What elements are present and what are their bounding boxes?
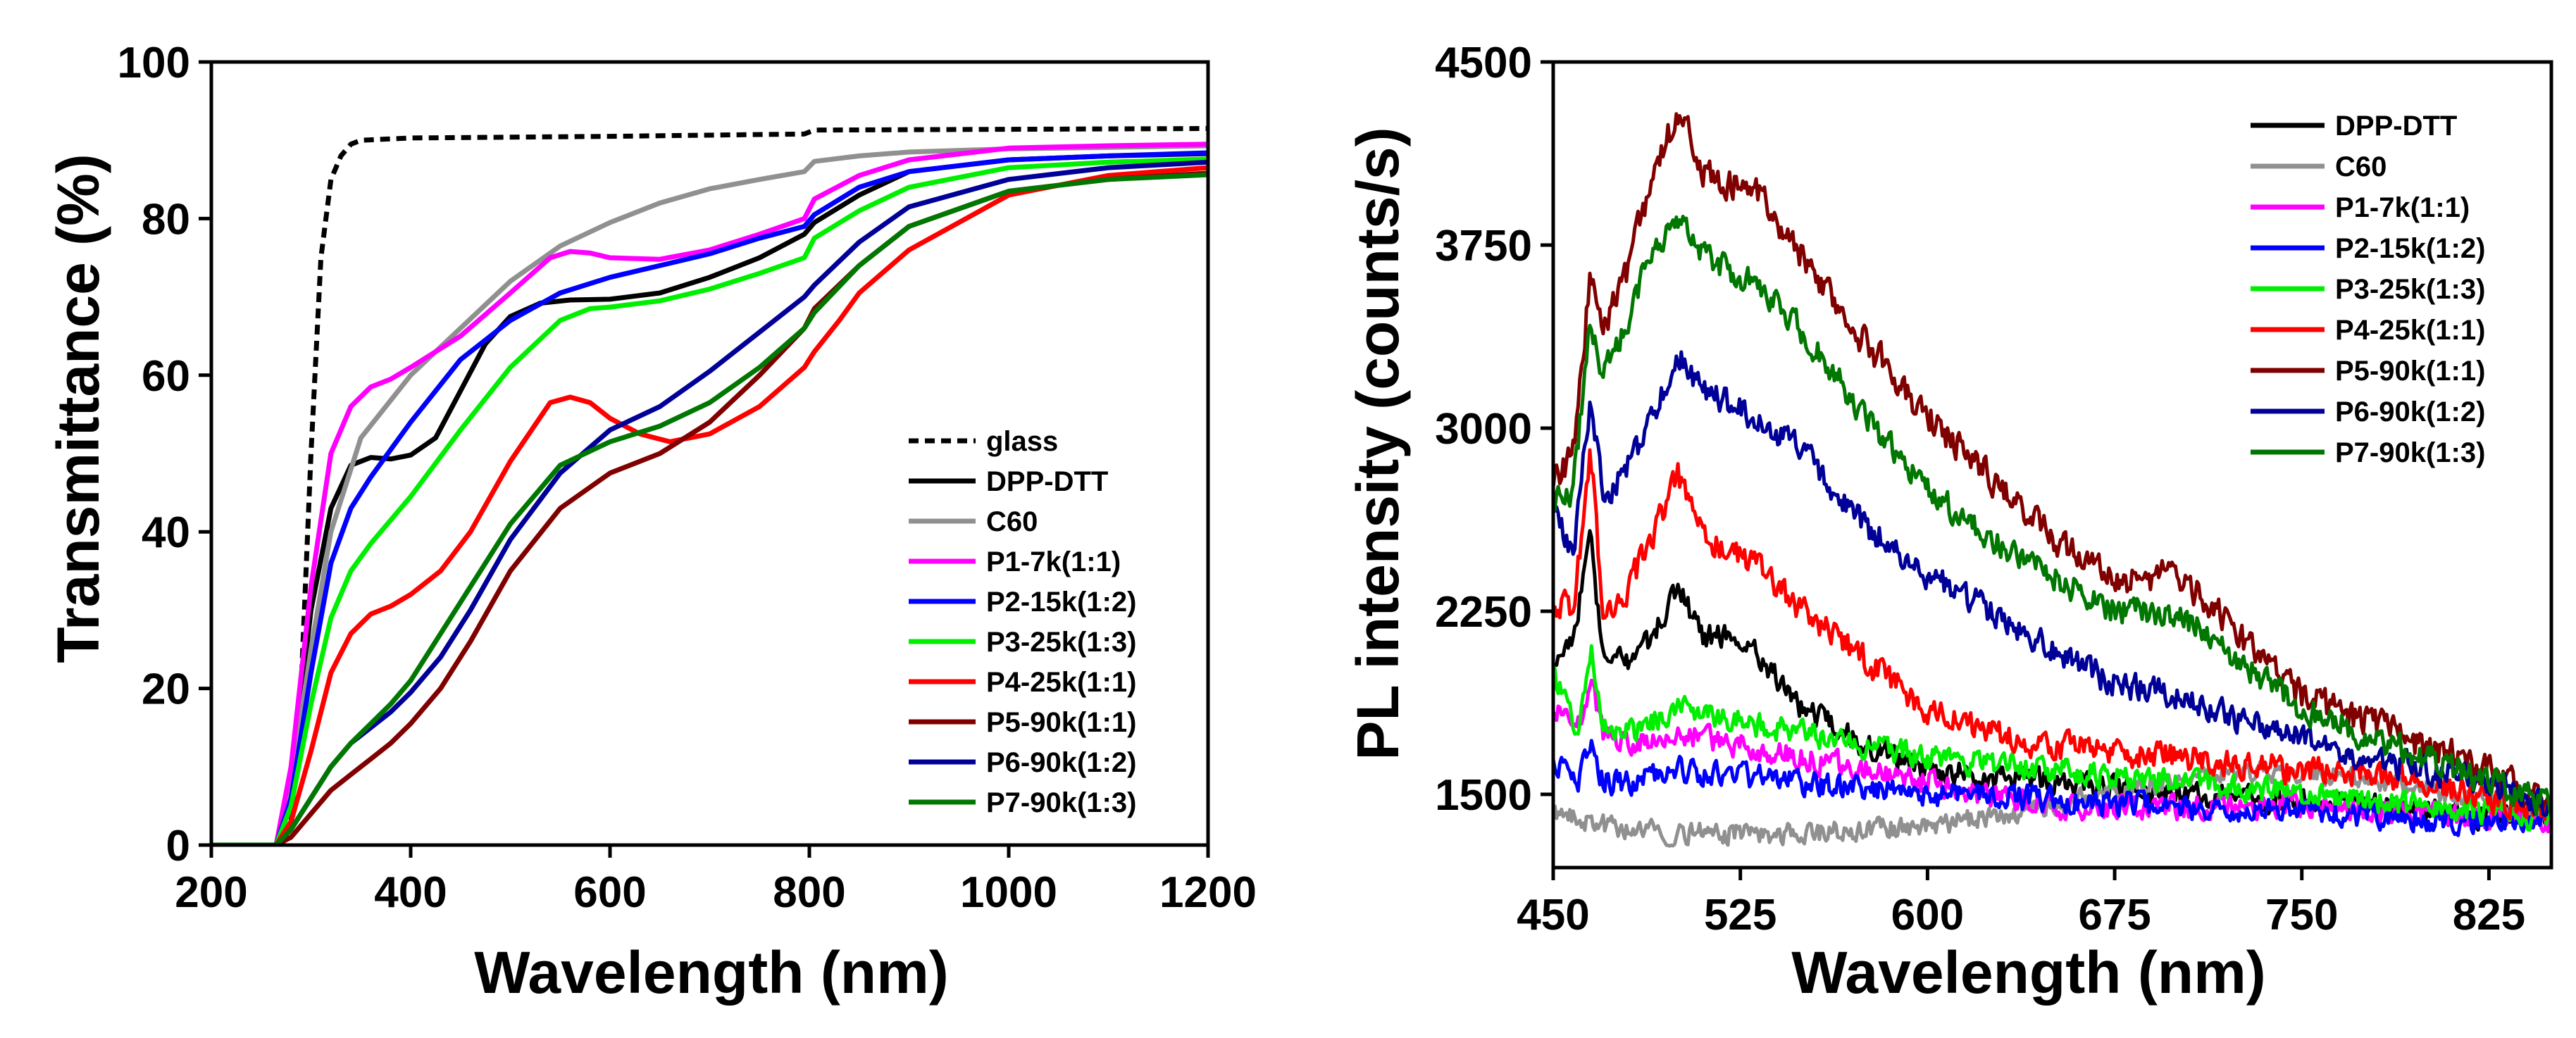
left-y-tick-label: 20 (142, 665, 190, 714)
left-legend-label: P5-90k(1:1) (986, 707, 1136, 738)
right-legend-label: P1-7k(1:1) (2335, 192, 2470, 223)
right-x-tick-label: 600 (1891, 891, 1964, 939)
right-plot-frame (1551, 60, 2553, 870)
left-legend-label: C60 (986, 506, 1038, 537)
right-x-axis-title: Wavelength (nm) (1791, 939, 2266, 1006)
left-series-line-7 (211, 165, 1208, 845)
right-x-tick-label: 825 (2453, 891, 2525, 939)
left-series-line-3 (211, 143, 1208, 845)
left-series-line-2 (211, 151, 1208, 845)
right-y-tick-label: 2250 (1435, 588, 1532, 637)
left-series-line-9 (211, 159, 1208, 845)
left-legend-label: glass (986, 426, 1058, 457)
left-x-tick-label: 600 (573, 868, 646, 917)
left-legend-label: DPP-DTT (986, 466, 1108, 497)
left-series-line-10 (211, 172, 1208, 845)
left-series-line-5 (211, 150, 1208, 845)
right-y-tick-label: 4500 (1435, 39, 1532, 87)
right-legend-label: P3-25k(1:3) (2335, 274, 2485, 305)
left-x-tick-label: 1000 (960, 868, 1057, 917)
right-series-line-8 (1553, 350, 2551, 818)
right-y-tick-label: 3750 (1435, 222, 1532, 270)
right-series-line-4 (1553, 739, 2551, 837)
left-legend-label: P2-15k(1:2) (986, 587, 1136, 618)
right-x-tick-label: 675 (2078, 891, 2151, 939)
left-y-tick-label: 80 (142, 195, 190, 244)
left-series-line-6 (211, 156, 1208, 845)
left-legend-label: P6-90k(1:2) (986, 747, 1136, 778)
left-x-tick-label: 1200 (1159, 868, 1257, 917)
left-legend-label: P4-25k(1:1) (986, 667, 1136, 698)
right-legend-label: P6-90k(1:2) (2335, 396, 2485, 427)
right-series-line-5 (1553, 644, 2551, 832)
left-x-axis-title: Wavelength (nm) (474, 939, 949, 1006)
left-y-tick-label: 40 (142, 508, 190, 557)
right-x-tick-label: 450 (1517, 891, 1589, 939)
right-y-axis-title: PL intensity (counts/s) (1345, 127, 1411, 760)
left-legend-label: P7-90k(1:3) (986, 787, 1136, 818)
right-series-line-9 (1553, 214, 2551, 820)
right-x-tick-label: 750 (2265, 891, 2338, 939)
left-series-line-4 (211, 142, 1208, 845)
right-legend-label: C60 (2335, 151, 2387, 182)
right-legend-label: P2-15k(1:2) (2335, 233, 2485, 264)
left-series-line-8 (211, 170, 1208, 845)
right-series-line-7 (1553, 112, 2551, 809)
left-legend-label: P1-7k(1:1) (986, 546, 1121, 577)
transmittance-chart: Wavelength (nm) Transmittance (%) 200 400… (45, 39, 1257, 1006)
right-legend-label: P7-90k(1:3) (2335, 437, 2485, 468)
left-y-axis-title: Transmittance (%) (45, 154, 111, 663)
right-legend-label: P5-90k(1:1) (2335, 356, 2485, 387)
right-legend-label: DPP-DTT (2335, 111, 2457, 142)
left-y-tick-label: 0 (166, 822, 190, 870)
left-x-tick-label: 200 (175, 868, 247, 917)
left-y-tick-label: 60 (142, 352, 190, 401)
right-x-tick-label: 525 (1704, 891, 1777, 939)
left-legend-label: P3-25k(1:3) (986, 627, 1136, 658)
left-x-tick-label: 800 (773, 868, 845, 917)
right-y-tick-label: 3000 (1435, 405, 1532, 454)
right-y-tick-label: 1500 (1435, 771, 1532, 820)
left-x-tick-label: 400 (374, 868, 447, 917)
left-legend: glass DPP-DTT C60 P1-7k(1:1) P2-15k(1:2) P3-2… (909, 426, 1136, 818)
left-y-tick-label: 100 (118, 39, 190, 87)
right-legend-label: P4-25k(1:1) (2335, 315, 2485, 346)
right-legend: DPP-DTT C60 P1-7k(1:1) P2-15k(1:2) P3-25k(1:… (2251, 111, 2485, 468)
pl-intensity-chart: Wavelength (nm) PL intensity (counts/s) … (1345, 39, 2553, 1006)
left-plot-frame (209, 60, 1210, 847)
